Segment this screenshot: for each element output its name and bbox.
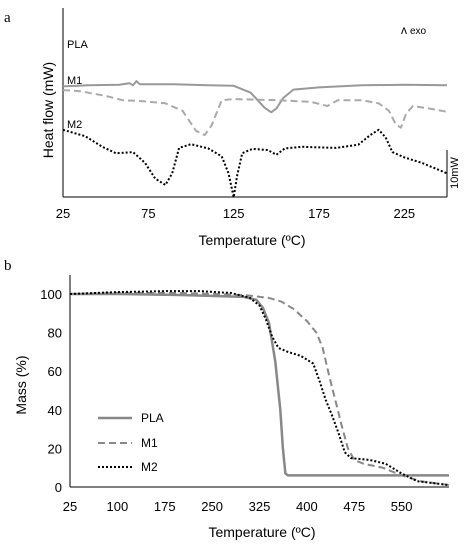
panel-b-letter: b: [4, 258, 12, 274]
dsc-x-tick-125: 125: [223, 206, 245, 221]
dsc-label-m2: M2: [67, 119, 82, 131]
tga-y-tick-80: 80: [48, 326, 62, 341]
dsc-series-group: [62, 80, 448, 199]
tga-series-m2: [69, 290, 450, 487]
dsc-series-pla: [62, 80, 448, 114]
dsc-x-axis-label: Temperature (ºC): [198, 232, 305, 248]
legend-label-pla: PLA: [141, 411, 164, 425]
tga-x-tick-100: 100: [107, 499, 129, 514]
tga-x-tick-25: 25: [63, 499, 77, 514]
dsc-label-m1: M1: [67, 75, 82, 87]
legend-label-m2: M2: [141, 460, 158, 474]
dsc-x-tick-25: 25: [56, 206, 70, 221]
panel-a-letter: a: [4, 10, 11, 26]
dsc-x-tick-75: 75: [141, 206, 155, 221]
tga-x-tick-325: 325: [249, 499, 271, 514]
scale-bar: 10mW: [446, 150, 461, 197]
dsc-x-tick-175: 175: [308, 206, 330, 221]
tga-y-tick-40: 40: [48, 403, 62, 418]
dsc-x-tick-225: 225: [393, 206, 415, 221]
dsc-x-tick-labels: 25 75 125 175 225: [56, 206, 415, 221]
tga-series-m1: [69, 292, 450, 487]
tga-y-tick-20: 20: [48, 441, 62, 456]
tga-panel: b 0 20 40 60 80 100 25 100 175 250 325 400 475 550 T…: [4, 258, 450, 540]
tga-x-tick-250: 250: [201, 499, 223, 514]
tga-y-tick-100: 100: [40, 287, 62, 302]
exo-annotation: ʌ exo: [401, 23, 427, 37]
tga-x-tick-475: 475: [343, 499, 365, 514]
exo-arrow-icon: ʌ: [401, 23, 407, 37]
tga-y-tick-labels: 0 20 40 60 80 100: [40, 287, 62, 495]
tga-series-group: [69, 290, 450, 487]
tga-x-tick-labels: 25 100 175 250 325 400 475 550: [63, 499, 413, 514]
tga-y-tick-0: 0: [55, 480, 62, 495]
tga-y-tick-60: 60: [48, 364, 62, 379]
dsc-label-pla: PLA: [67, 39, 88, 51]
exo-label: exo: [410, 26, 427, 37]
tga-x-tick-175: 175: [154, 499, 176, 514]
tga-x-tick-400: 400: [296, 499, 318, 514]
tga-x-tick-550: 550: [391, 499, 413, 514]
tga-y-axis-label: Mass (%): [13, 355, 29, 414]
tga-series-pla: [70, 292, 449, 477]
dsc-panel: a 25 75 125 175 225 Temperature (ºC) Heat fl…: [4, 8, 461, 248]
dsc-series-m2: [62, 128, 448, 199]
dsc-y-axis-label: Heat flow (mW): [40, 62, 56, 158]
dsc-series-m1: [62, 89, 448, 137]
tga-legend: PLA M1 M2: [98, 411, 164, 474]
scale-bar-label: 10mW: [449, 156, 461, 188]
tga-x-axis-label: Temperature (ºC): [208, 524, 315, 540]
legend-label-m1: M1: [141, 436, 158, 450]
